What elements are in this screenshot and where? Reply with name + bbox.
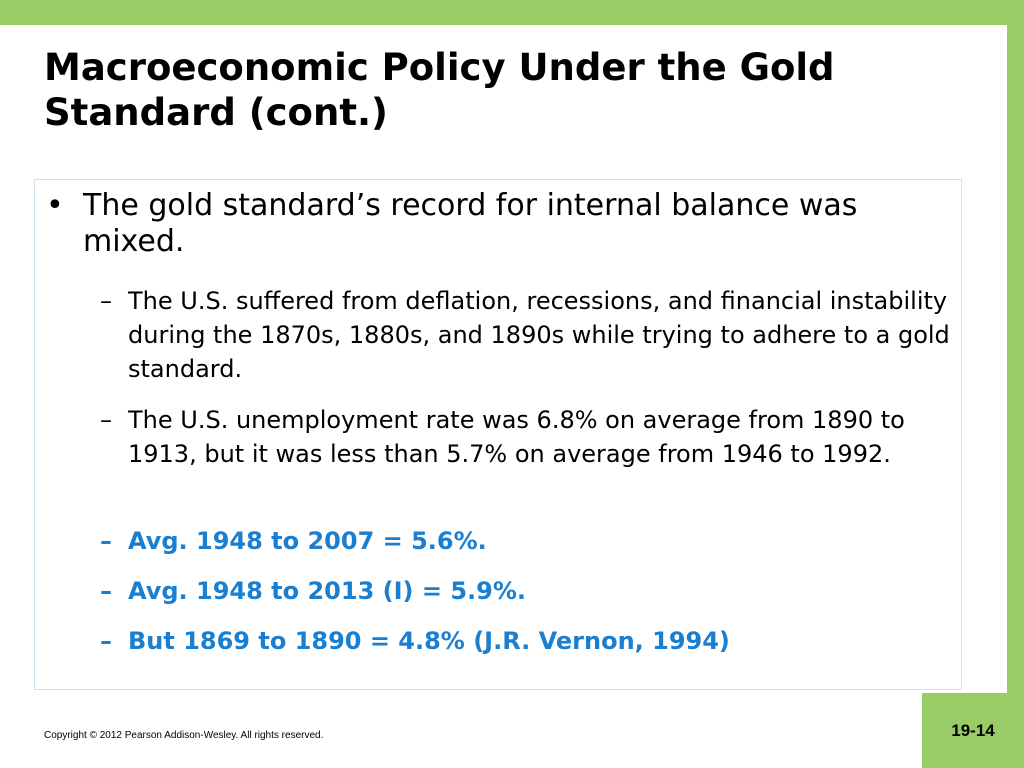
- content-box: [34, 179, 962, 690]
- sub-bullet-deflation: – The U.S. suffered from deflation, rece…: [100, 284, 950, 386]
- top-border-bar: [0, 0, 1024, 25]
- dash-marker: –: [100, 577, 112, 605]
- sub-bullet-avg-2013: – Avg. 1948 to 2013 (I) = 5.9%.: [100, 574, 950, 608]
- dash-marker: –: [100, 627, 112, 655]
- sub-bullet-unemployment: – The U.S. unemployment rate was 6.8% on…: [100, 403, 950, 471]
- sub-bullet-text: Avg. 1948 to 2007 = 5.6%.: [128, 527, 487, 555]
- right-border-bar: [1007, 0, 1024, 768]
- dash-marker: –: [100, 287, 112, 315]
- sub-bullet-text: Avg. 1948 to 2013 (I) = 5.9%.: [128, 577, 527, 605]
- bullet-marker: •: [46, 188, 64, 223]
- sub-bullet-text: The U.S. unemployment rate was 6.8% on a…: [128, 406, 905, 468]
- slide-title: Macroeconomic Policy Under the Gold Stan…: [44, 46, 835, 134]
- sub-bullet-text: But 1869 to 1890 = 4.8% (J.R. Vernon, 19…: [128, 627, 730, 655]
- main-bullet-text: The gold standard’s record for internal …: [83, 188, 858, 259]
- slide-number: 19-14: [922, 693, 1024, 768]
- sub-bullet-text: The U.S. suffered from deflation, recess…: [128, 287, 950, 383]
- copyright-notice: Copyright © 2012 Pearson Addison-Wesley.…: [44, 730, 324, 741]
- main-bullet: • The gold standard’s record for interna…: [46, 188, 946, 260]
- dash-marker: –: [100, 527, 112, 555]
- dash-marker: –: [100, 406, 112, 434]
- sub-bullet-1869-1890: – But 1869 to 1890 = 4.8% (J.R. Vernon, …: [100, 624, 950, 658]
- sub-bullet-avg-2007: – Avg. 1948 to 2007 = 5.6%.: [100, 524, 950, 558]
